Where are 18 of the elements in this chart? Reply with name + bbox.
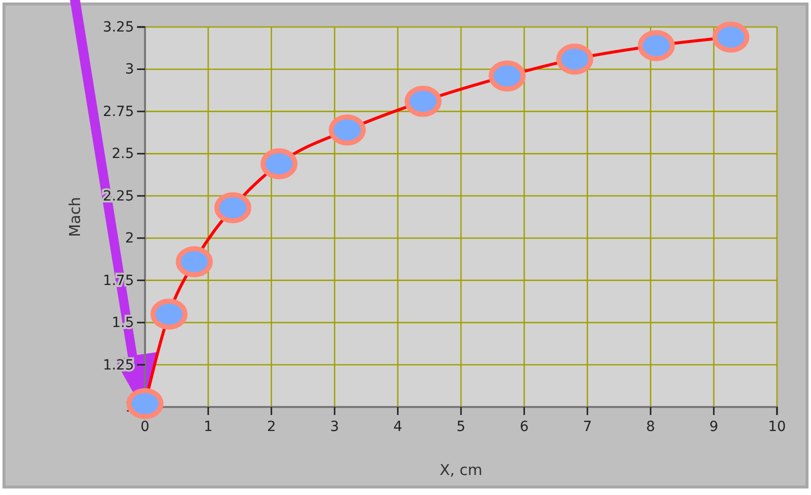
- x-tick-label: 8: [646, 418, 656, 435]
- y-tick-label: 2: [125, 230, 134, 247]
- x-tick-label: 7: [582, 418, 592, 435]
- x-tick-label: 10: [768, 418, 786, 435]
- x-tick-label: 1: [204, 418, 213, 435]
- y-tick-label: 3: [125, 62, 134, 78]
- x-axis-title: X, cm: [440, 461, 482, 479]
- x-tick-label: 6: [520, 418, 529, 435]
- x-tick-label: 4: [393, 418, 402, 435]
- x-tick-label: 9: [709, 418, 718, 435]
- x-tick-label: 0: [140, 418, 150, 435]
- x-tick-label: 5: [456, 418, 466, 435]
- x-tick-label: 2: [266, 418, 276, 435]
- y-axis-title: Mach: [66, 197, 84, 237]
- y-tick-label: 2.75: [102, 104, 134, 120]
- y-tick-label: 3.25: [102, 19, 134, 36]
- y-tick-label: 2.5: [112, 146, 134, 162]
- x-tick-label: 3: [330, 418, 340, 435]
